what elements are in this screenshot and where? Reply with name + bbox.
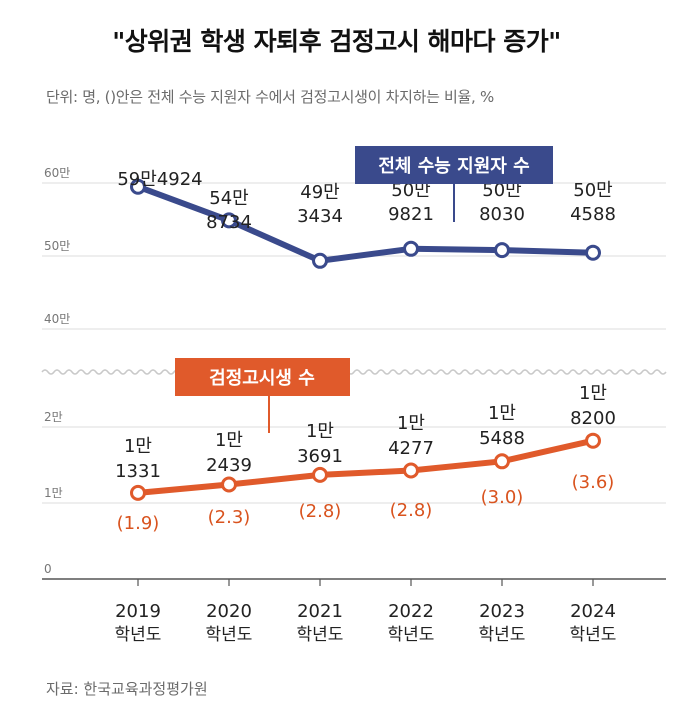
total-applicants-point <box>130 178 146 195</box>
total-callout-label: 전체 수능 지원자 수 <box>378 156 529 177</box>
y-tick-label: 2만 <box>44 410 63 424</box>
total-value-label: 4588 <box>570 204 616 225</box>
ged-students-line <box>135 437 596 496</box>
series-lines <box>135 183 596 496</box>
ged-value-label: 1만 <box>306 421 334 442</box>
total-value-label: 59만4924 <box>117 169 202 190</box>
ged-value-label: 1만 <box>579 383 607 404</box>
series-labels: 59만4924 54만 8734 49만 3434 50만 9821 50만 8030 50만 45… <box>115 169 616 534</box>
chart-title: "상위권 학생 자퇴후 검정고시 해마다 증가" <box>112 27 561 56</box>
ged-value-label: 2439 <box>206 455 252 476</box>
total-value-label: 8030 <box>479 204 525 225</box>
ged-value-label: 1만 <box>215 430 243 451</box>
total-value-label: 50만 <box>573 180 612 201</box>
x-tick-label: 2022 <box>388 601 434 622</box>
ged-value-label: 1만 <box>124 436 152 457</box>
x-tick-label: 2020 <box>206 601 252 622</box>
ged-value-label: 1만 <box>397 413 425 434</box>
ratio-label: (2.3) <box>208 507 251 528</box>
ged-students-point <box>130 484 146 501</box>
x-tick-label: 2023 <box>479 601 525 622</box>
x-tick-label: 2019 <box>115 601 161 622</box>
total-value-label: 50만 <box>482 180 521 201</box>
ged-students-point <box>494 453 510 470</box>
total-applicants-point <box>403 240 419 257</box>
series-points <box>130 178 601 501</box>
axis-break <box>41 369 667 375</box>
y-axis-ticks: 60만 50만 40만 2만 1만 0 <box>44 166 70 576</box>
ged-value-label: 8200 <box>570 408 616 429</box>
x-axis: 2019 학년도 2020 학년도 2021 학년도 2022 학년도 2023 학년도 2024 학… <box>42 578 666 645</box>
total-applicants-point <box>312 252 328 269</box>
x-tick-label: 2021 <box>297 601 343 622</box>
x-tick-label: 학년도 <box>570 625 617 645</box>
y-tick-label: 50만 <box>44 239 70 253</box>
ged-students-point <box>221 476 237 493</box>
ratio-label: (2.8) <box>299 501 342 522</box>
total-value-label: 9821 <box>388 204 434 225</box>
y-tick-label: 0 <box>44 562 52 576</box>
total-value-label: 54만 <box>209 188 248 209</box>
source-note: 자료: 한국교육과정평가원 <box>46 680 208 698</box>
total-applicants-line <box>135 183 596 264</box>
total-series-callout: 전체 수능 지원자 수 <box>355 146 553 222</box>
total-value-label: 3434 <box>297 206 343 227</box>
total-value-label: 49만 <box>300 182 339 203</box>
total-value-label: 8734 <box>206 212 252 233</box>
x-tick-label: 학년도 <box>388 625 435 645</box>
ged-students-point <box>585 432 601 449</box>
y-tick-label: 40만 <box>44 312 70 326</box>
x-tick-label: 2024 <box>570 601 616 622</box>
total-applicants-point <box>221 212 237 229</box>
total-value-label: 50만 <box>391 180 430 201</box>
x-tick-label: 학년도 <box>297 625 344 645</box>
ged-value-label: 1만 <box>488 403 516 424</box>
y-tick-label: 1만 <box>44 486 63 500</box>
ged-series-callout: 검정고시생 수 <box>175 358 350 433</box>
ged-students-point <box>403 462 419 479</box>
ged-value-label: 1331 <box>115 461 161 482</box>
total-callout-box <box>355 146 553 184</box>
total-applicants-point <box>585 244 601 261</box>
ged-students-point <box>312 466 328 483</box>
ratio-label: (1.9) <box>117 513 160 534</box>
ratio-label: (3.0) <box>481 487 524 508</box>
ged-callout-label: 검정고시생 수 <box>209 368 315 389</box>
ged-value-label: 4277 <box>388 438 434 459</box>
y-tick-label: 60만 <box>44 166 70 180</box>
ged-callout-box <box>175 358 350 396</box>
x-tick-label: 학년도 <box>115 625 162 645</box>
x-tick-label: 학년도 <box>479 625 526 645</box>
ratio-label: (3.6) <box>572 472 615 493</box>
x-tick-label: 학년도 <box>206 625 253 645</box>
unit-note: 단위: 명, ()안은 전체 수능 지원자 수에서 검정고시생이 차지하는 비율… <box>46 88 494 106</box>
total-applicants-point <box>494 242 510 259</box>
ged-value-label: 3691 <box>297 446 343 467</box>
ged-value-label: 5488 <box>479 428 525 449</box>
ratio-label: (2.8) <box>390 500 433 521</box>
